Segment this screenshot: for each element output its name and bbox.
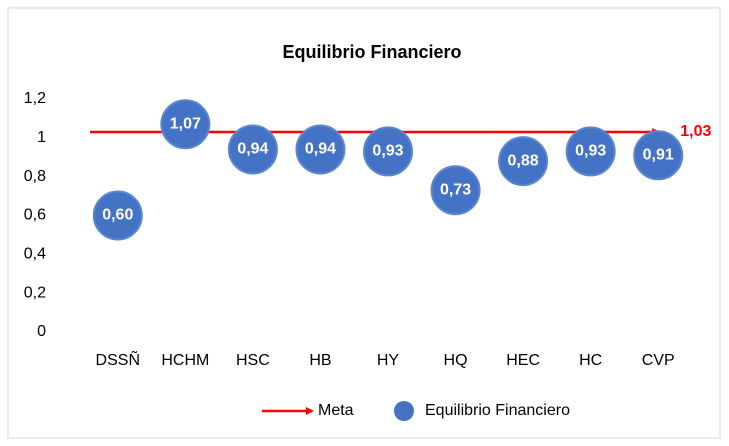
- y-tick-label: 1: [37, 129, 46, 146]
- marker: [633, 130, 684, 181]
- marker: [498, 136, 549, 187]
- marker: [565, 126, 616, 177]
- x-tick-label: HCHM: [161, 352, 209, 369]
- y-tick-label: 0,6: [24, 207, 46, 224]
- data-label: 0,60: [102, 207, 133, 224]
- data-label: 0,88: [508, 152, 539, 169]
- x-tick-label: HSC: [236, 352, 270, 369]
- y-tick-label: 0,4: [24, 246, 46, 263]
- data-label: 1,07: [170, 115, 201, 132]
- data-label: 1,03: [680, 123, 711, 140]
- marker: [295, 124, 346, 175]
- legend-marker: [394, 401, 414, 421]
- legend-label: Meta: [318, 402, 354, 419]
- marker: [92, 190, 143, 241]
- x-tick-label: HC: [579, 352, 602, 369]
- y-tick-label: 0: [37, 323, 46, 340]
- y-tick-label: 1,2: [24, 90, 46, 107]
- marker: [363, 126, 413, 177]
- x-tick-label: HB: [309, 352, 331, 369]
- data-label: 0,73: [440, 181, 471, 198]
- data-label: 0,93: [372, 143, 403, 160]
- x-tick-label: HY: [377, 352, 400, 369]
- marker: [227, 124, 278, 175]
- x-tick-label: CVP: [642, 352, 675, 369]
- data-label: 0,93: [575, 143, 606, 160]
- x-tick-label: HQ: [444, 352, 468, 369]
- marker: [160, 99, 211, 150]
- chart-title: Equilibrio Financiero: [282, 42, 461, 62]
- x-tick-label: DSSÑ: [96, 349, 140, 369]
- data-label: 0,94: [305, 141, 336, 158]
- y-tick-label: 0,8: [24, 168, 46, 185]
- x-tick-label: HEC: [506, 352, 540, 369]
- data-label: 0,91: [643, 147, 674, 164]
- legend-label: Equilibrio Financiero: [425, 402, 570, 419]
- marker: [430, 165, 481, 216]
- y-tick-label: 0,2: [24, 284, 46, 301]
- data-label: 0,94: [237, 141, 268, 158]
